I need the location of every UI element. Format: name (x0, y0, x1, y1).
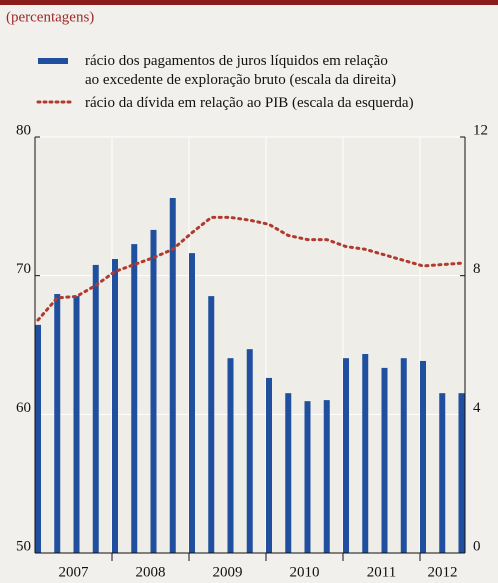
top-band (0, 0, 498, 5)
bar (420, 360, 426, 553)
legend-label: rácio da dívida em relação ao PIB (escal… (85, 95, 414, 111)
x-tick-label: 2011 (367, 564, 396, 580)
bar (323, 400, 330, 553)
bar (35, 324, 41, 553)
bar (131, 244, 138, 553)
y2-tick-label: 4 (473, 400, 481, 416)
bar (266, 377, 272, 553)
bar (458, 393, 465, 553)
bar (285, 393, 292, 553)
subtitle: (percentagens) (6, 9, 94, 25)
bar (169, 198, 176, 553)
y-tick-label: 70 (16, 261, 31, 277)
bar (112, 259, 118, 553)
bar (343, 358, 349, 553)
legend-swatch (38, 58, 68, 64)
bar (304, 401, 311, 553)
bar (381, 367, 388, 553)
bar (246, 349, 253, 553)
y-tick-label: 80 (16, 122, 31, 138)
y-tick-label: 50 (16, 538, 31, 554)
bar (92, 264, 99, 553)
bar (73, 296, 80, 553)
y2-tick-label: 8 (473, 261, 481, 277)
bar (208, 296, 215, 553)
x-tick-label: 2009 (213, 564, 243, 580)
bar (400, 358, 407, 553)
y2-tick-label: 0 (473, 538, 481, 554)
bar (189, 253, 195, 553)
bar (362, 354, 369, 553)
x-tick-label: 2012 (428, 564, 458, 580)
y-tick-label: 60 (16, 400, 31, 416)
bar (54, 294, 61, 553)
bar (439, 393, 446, 553)
y2-tick-label: 12 (473, 122, 488, 138)
bar (150, 229, 157, 553)
legend-label: rácio dos pagamentos de juros líquidos e… (85, 53, 397, 88)
bar (227, 358, 234, 553)
x-tick-label: 2010 (290, 564, 320, 580)
x-tick-label: 2008 (136, 564, 166, 580)
x-tick-label: 2007 (59, 564, 90, 580)
line (36, 215, 463, 322)
